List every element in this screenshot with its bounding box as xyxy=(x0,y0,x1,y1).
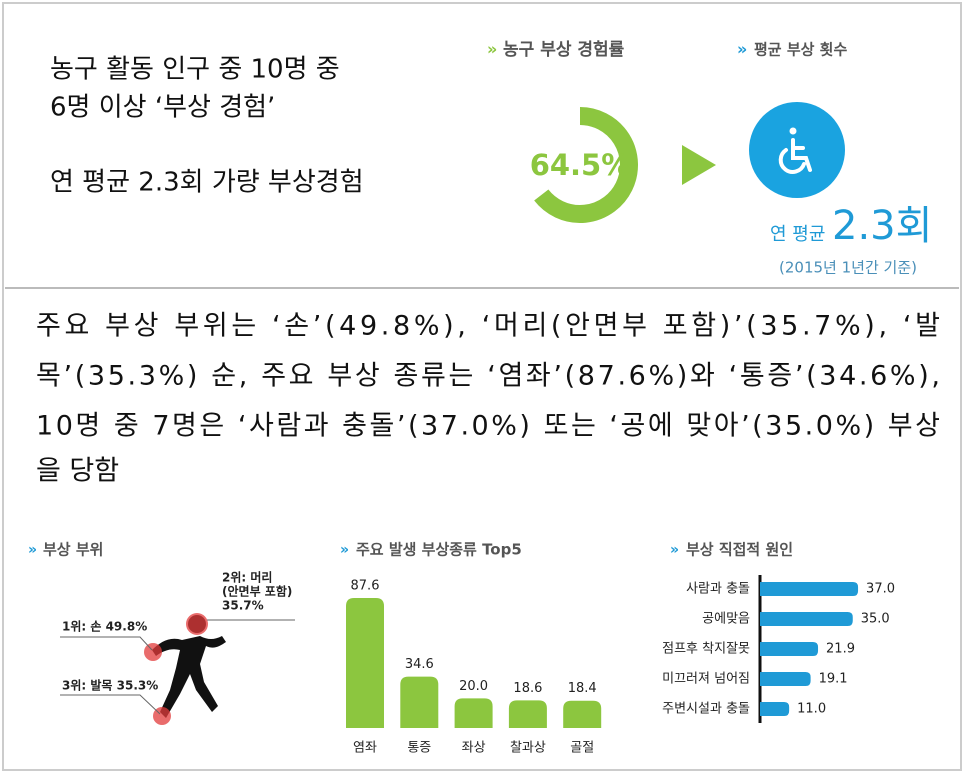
bar xyxy=(760,582,859,596)
title-marker: » xyxy=(487,40,497,59)
title-marker: » xyxy=(737,40,747,59)
value-label: 18.6 xyxy=(513,681,542,696)
highlight xyxy=(144,643,162,661)
part-label: 2위: 머리 xyxy=(222,570,272,585)
bar xyxy=(563,700,602,728)
chart-title: 주요 발생 부상종류 Top5 xyxy=(356,541,522,559)
y-tick-label: 사람과 충돌 xyxy=(686,582,750,597)
highlight xyxy=(186,613,208,635)
wheelchair-icon xyxy=(778,127,812,174)
y-tick-label: 주변시설과 충돌 xyxy=(662,702,750,717)
bar xyxy=(508,700,547,728)
donut-arc xyxy=(534,107,638,223)
stat-value: 2.3회 xyxy=(832,203,932,249)
section-title: 부상 부위 xyxy=(43,541,103,559)
summary-line: 10명 중 7명은 ‘사람과 충돌’(37.0%) 또는 ‘공에 맞아’(35.… xyxy=(36,411,940,442)
headline-line: 6명 이상 ‘부상 경험’ xyxy=(50,93,275,123)
headline-line: 연 평균 2.3회 가량 부상경험 xyxy=(50,168,364,198)
part-label: 1위: 손 49.8% xyxy=(62,620,147,634)
stat-prefix: 연 평균 xyxy=(770,224,825,245)
bar xyxy=(760,672,811,686)
part-label: 35.7% xyxy=(222,599,264,613)
x-tick-label: 골절 xyxy=(570,741,594,756)
part-label: (안면부 포함) xyxy=(222,584,292,599)
title-marker: » xyxy=(28,542,37,558)
arrow xyxy=(682,145,716,185)
stat-title: 평균 부상 횟수 xyxy=(754,41,847,59)
part-label: 3위: 발목 35.3% xyxy=(62,678,158,693)
bar xyxy=(400,676,439,728)
bar xyxy=(760,642,819,656)
summary-line: 을 당함 xyxy=(36,456,119,487)
leader-line xyxy=(60,694,161,715)
value-label: 11.0 xyxy=(797,702,826,717)
value-label: 21.9 xyxy=(826,642,855,657)
chart-title: 부상 직접적 원인 xyxy=(686,541,793,559)
value-label: 18.4 xyxy=(568,681,597,696)
value-label: 35.0 xyxy=(861,612,890,627)
title-marker: » xyxy=(340,542,349,558)
summary-line: 목’(35.3%) 순, 주요 부상 종류는 ‘염좌’(87.6%)와 ‘통증’… xyxy=(36,361,940,392)
summary-line: 주요 부상 부위는 ‘손’(49.8%), ‘머리(안면부 포함)’(35.7%… xyxy=(36,311,940,342)
value-label: 87.6 xyxy=(351,579,380,594)
x-tick-label: 찰과상 xyxy=(510,741,546,756)
x-tick-label: 염좌 xyxy=(353,741,377,756)
title-marker: » xyxy=(670,542,679,558)
bar xyxy=(454,698,493,728)
y-tick-label: 점프후 착지잘못 xyxy=(662,642,750,657)
leader-line xyxy=(60,636,153,651)
bar xyxy=(346,598,384,728)
x-tick-label: 통증 xyxy=(407,741,431,756)
y-tick-label: 공에맞음 xyxy=(702,612,750,627)
bar xyxy=(760,702,790,716)
value-label: 34.6 xyxy=(405,657,434,672)
x-tick-label: 좌상 xyxy=(462,741,486,756)
bar xyxy=(760,612,853,626)
y-tick-label: 미끄러져 넘어짐 xyxy=(662,672,750,687)
headline-line: 농구 활동 인구 중 10명 중 xyxy=(50,55,340,85)
value-label: 20.0 xyxy=(459,679,488,694)
chart-title: 농구 부상 경험률 xyxy=(503,39,625,60)
value-label: 19.1 xyxy=(819,672,848,687)
stat-note: (2015년 1년간 기준) xyxy=(779,259,917,277)
donut-label: 64.5% xyxy=(530,148,631,182)
value-label: 37.0 xyxy=(866,582,895,597)
